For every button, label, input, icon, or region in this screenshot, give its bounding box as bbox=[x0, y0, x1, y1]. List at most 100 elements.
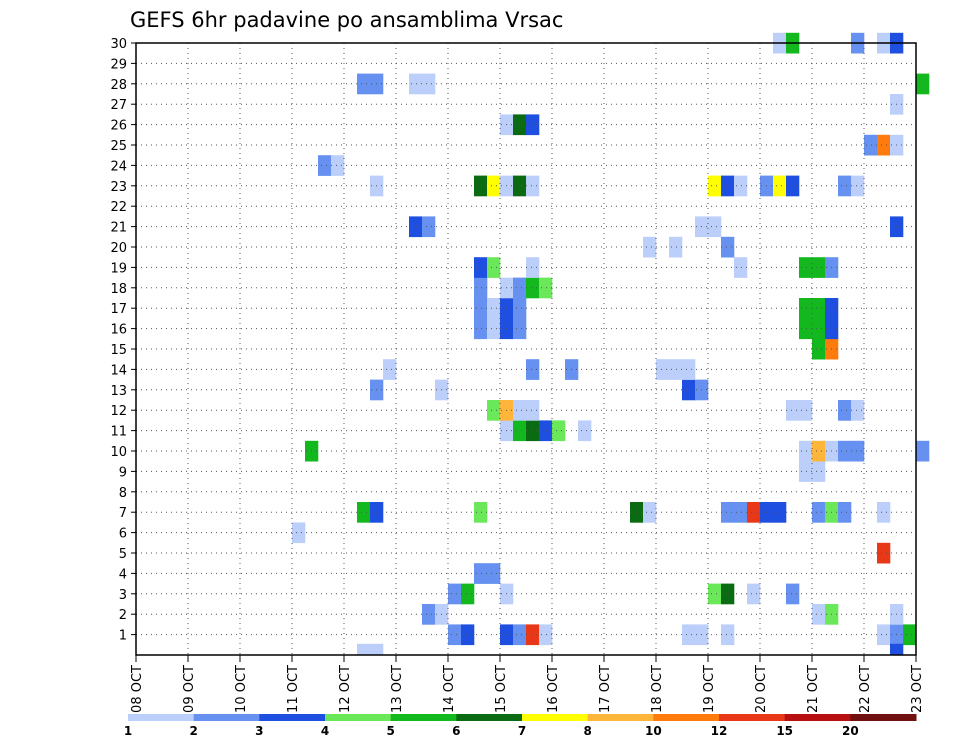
x-tick-label-0: 08 OCT bbox=[130, 665, 145, 713]
member-cell-131 bbox=[513, 114, 527, 136]
member-cell-132 bbox=[526, 114, 540, 136]
member-cell-95 bbox=[539, 277, 553, 299]
member-cell-121 bbox=[773, 175, 787, 197]
color-legend: 1 2 3 4 5 6 7 8 10 12 15 20 bbox=[124, 714, 917, 738]
x-tick-label-11: 19 OCT bbox=[702, 665, 717, 713]
x-axis: 08 OCT 09 OCT 10 OCT 11 OCT 12 OCT 13 OCT 14 O… bbox=[130, 655, 925, 713]
member-cell-113 bbox=[487, 175, 501, 197]
member-cell-6 bbox=[682, 624, 696, 646]
y-tick-label-12: 12 bbox=[110, 404, 127, 419]
member-cell-82 bbox=[812, 318, 826, 340]
member-cell-75 bbox=[812, 338, 826, 360]
member-cell-17 bbox=[448, 583, 462, 605]
legend-swatch-5 bbox=[456, 714, 523, 721]
member-cell-61 bbox=[786, 400, 800, 421]
legend-swatch-11 bbox=[850, 714, 917, 721]
member-cell-43 bbox=[812, 461, 826, 482]
member-cell-103 bbox=[643, 236, 657, 258]
member-cell-4 bbox=[526, 624, 540, 646]
legend-label-0: 1 bbox=[124, 724, 132, 738]
member-cell-105 bbox=[721, 236, 735, 258]
legend-label-3: 4 bbox=[321, 724, 329, 738]
member-cell-18 bbox=[461, 583, 475, 605]
y-tick-label-25: 25 bbox=[110, 139, 127, 154]
x-tick-label-13: 21 OCT bbox=[806, 665, 821, 713]
member-cell-88 bbox=[799, 298, 813, 319]
legend-swatch-9 bbox=[719, 714, 786, 721]
y-tick-label-8: 8 bbox=[119, 486, 127, 501]
member-cell-50 bbox=[916, 440, 930, 462]
member-cell-112 bbox=[474, 175, 488, 197]
member-cell-64 bbox=[851, 400, 865, 421]
member-cell-123 bbox=[838, 175, 852, 197]
x-tick-label-1: 09 OCT bbox=[182, 665, 197, 713]
member-cell-93 bbox=[513, 277, 527, 299]
member-cell-46 bbox=[812, 440, 826, 462]
member-cell-136 bbox=[409, 73, 423, 95]
member-cell-1 bbox=[461, 624, 475, 646]
legend-swatch-4 bbox=[390, 714, 457, 721]
member-cell-22 bbox=[747, 583, 761, 605]
y-tick-label-15: 15 bbox=[110, 343, 127, 358]
member-cell-134 bbox=[357, 73, 371, 95]
member-cell-28 bbox=[357, 502, 371, 523]
y-tick-label-30: 30 bbox=[110, 37, 127, 52]
member-cell-137 bbox=[422, 73, 436, 95]
y-tick-label-17: 17 bbox=[110, 302, 127, 317]
member-cell-56 bbox=[578, 420, 592, 442]
chart-title: GEFS 6hr padavine po ansamblima Vrsac bbox=[130, 8, 563, 32]
y-tick-label-20: 20 bbox=[110, 241, 127, 256]
x-tick-label-5: 13 OCT bbox=[390, 665, 405, 713]
legend-swatch-8 bbox=[653, 714, 720, 721]
member-cell-127 bbox=[864, 134, 878, 156]
y-tick-label-26: 26 bbox=[110, 119, 127, 134]
x-tick-label-14: 22 OCT bbox=[858, 665, 873, 713]
legend-label-6: 7 bbox=[518, 724, 526, 738]
member-cell-49 bbox=[851, 440, 865, 462]
member-cell-118 bbox=[721, 175, 735, 197]
member-cell-21 bbox=[721, 583, 735, 605]
x-tick-label-12: 20 OCT bbox=[754, 665, 769, 713]
legend-label-8: 10 bbox=[645, 724, 662, 738]
member-cell-116 bbox=[526, 175, 540, 197]
member-cell-115 bbox=[513, 175, 527, 197]
legend-label-7: 8 bbox=[583, 724, 591, 738]
member-cell-20 bbox=[708, 583, 722, 605]
member-cell-125 bbox=[318, 155, 332, 176]
y-tick-label-28: 28 bbox=[110, 78, 127, 93]
legend-label-9: 12 bbox=[711, 724, 728, 738]
member-cell-91 bbox=[474, 277, 488, 299]
member-cell-96 bbox=[474, 257, 488, 278]
y-tick-label-22: 22 bbox=[110, 200, 127, 215]
base-cell-0 bbox=[357, 643, 371, 655]
member-cell-98 bbox=[526, 257, 540, 278]
member-cell-45 bbox=[799, 440, 813, 462]
member-cell-109 bbox=[708, 216, 722, 238]
member-cell-62 bbox=[799, 400, 813, 421]
member-cell-72 bbox=[656, 359, 670, 380]
member-cell-12 bbox=[422, 604, 436, 625]
member-cell-30 bbox=[474, 502, 488, 523]
y-tick-label-11: 11 bbox=[110, 425, 127, 440]
member-cell-8 bbox=[721, 624, 735, 646]
member-cell-40 bbox=[838, 502, 852, 523]
legend-swatch-10 bbox=[784, 714, 851, 721]
member-cell-3 bbox=[513, 624, 527, 646]
x-tick-label-6: 14 OCT bbox=[442, 665, 457, 713]
y-tick-label-14: 14 bbox=[110, 363, 127, 378]
x-tick-label-4: 12 OCT bbox=[338, 665, 353, 713]
member-cell-53 bbox=[526, 420, 540, 442]
member-cell-124 bbox=[851, 175, 865, 197]
legend-swatch-2 bbox=[259, 714, 326, 721]
member-cell-14 bbox=[812, 604, 826, 625]
member-cell-26 bbox=[877, 542, 891, 564]
grid-layer bbox=[136, 42, 916, 655]
member-cell-119 bbox=[734, 175, 748, 197]
member-cell-101 bbox=[812, 257, 826, 278]
x-tick-label-10: 18 OCT bbox=[650, 665, 665, 713]
member-cell-122 bbox=[786, 175, 800, 197]
y-tick-label-9: 9 bbox=[119, 465, 127, 480]
member-cell-106 bbox=[409, 216, 423, 238]
member-cell-9 bbox=[877, 624, 891, 646]
